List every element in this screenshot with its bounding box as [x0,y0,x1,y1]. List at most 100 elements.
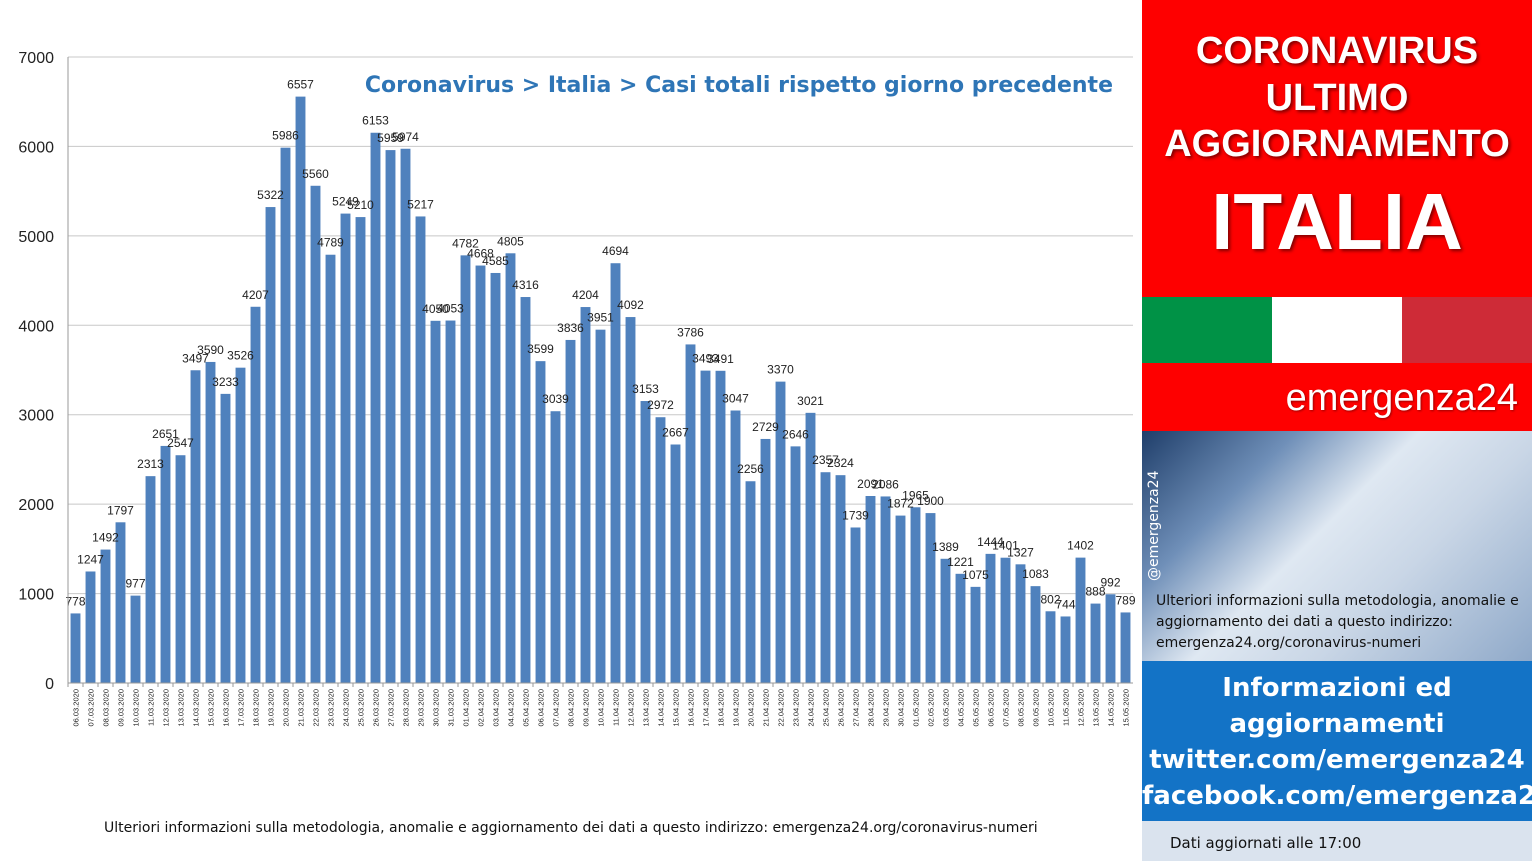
data-label: 5974 [392,130,419,144]
x-tick-label: 25.03.2020 [357,689,366,727]
bar [985,553,996,683]
bar [1045,611,1056,683]
x-tick-label: 06.04.2020 [537,689,546,727]
data-label: 6557 [287,78,314,92]
bar [1000,557,1011,683]
bar [310,185,321,683]
side-panel: CORONAVIRUS ULTIMO AGGIORNAMENTO ITALIA … [1142,0,1532,861]
bar [715,370,726,683]
bar [130,595,141,683]
bar [655,417,666,683]
update-bar: Dati aggiornati alle 17:00 [1142,821,1532,861]
x-tick-label: 15.05.2020 [1122,689,1131,727]
bar [910,507,921,683]
data-label: 2357 [812,453,839,467]
y-tick-label: 7000 [18,50,54,67]
x-tick-label: 04.05.2020 [957,689,966,727]
x-tick-label: 21.03.2020 [297,689,306,727]
bar [205,361,216,683]
data-label: 2313 [137,457,164,471]
header-line-aggiornamento: AGGIORNAMENTO [1164,123,1510,165]
x-tick-label: 10.03.2020 [132,689,141,727]
x-tick-label: 13.03.2020 [177,689,186,727]
x-tick-label: 14.05.2020 [1107,689,1116,727]
x-tick-label: 15.04.2020 [672,689,681,727]
y-tick-label: 5000 [18,229,54,246]
data-label: 1444 [977,535,1004,549]
x-tick-label: 09.04.2020 [582,689,591,727]
x-tick-label: 14.04.2020 [657,689,666,727]
social-handle: @emergenza24 [1146,470,1162,582]
facebook-link[interactable]: facebook.com/emergenza24 [1142,781,1532,811]
data-label: 1221 [947,555,974,569]
data-label: 4694 [602,244,629,258]
x-tick-label: 01.05.2020 [912,689,921,727]
y-tick-label: 3000 [18,408,54,425]
update-time: Dati aggiornati alle 17:00 [1170,834,1362,852]
x-tick-label: 20.04.2020 [747,689,756,727]
bar [160,445,171,683]
data-label: 4668 [467,247,494,261]
x-tick-label: 27.04.2020 [852,689,861,727]
data-label: 4585 [482,254,509,268]
bar [955,573,966,683]
data-label: 6153 [362,114,389,128]
x-tick-label: 18.03.2020 [252,689,261,727]
x-tick-label: 05.05.2020 [972,689,981,727]
bar [850,527,861,683]
x-tick-label: 30.03.2020 [432,689,441,727]
data-label: 4316 [512,278,539,292]
bar [400,148,411,683]
x-tick-label: 08.04.2020 [567,689,576,727]
footer-note: Ulteriori informazioni sulla metodologia… [104,820,1038,836]
bar [1105,594,1116,683]
data-label: 1401 [992,539,1019,553]
data-label: 2256 [737,462,764,476]
data-label: 1872 [887,497,914,511]
x-tick-label: 11.05.2020 [1062,689,1071,726]
x-tick-label: 07.04.2020 [552,689,561,727]
x-tick-label: 10.05.2020 [1047,689,1056,727]
data-label: 1083 [1022,567,1049,581]
bar [835,475,846,683]
x-tick-label: 15.03.2020 [207,689,216,727]
bar [1030,586,1041,683]
data-label: 3526 [227,349,254,363]
flag-stripe-green [1142,297,1272,363]
x-tick-label: 07.03.2020 [87,689,96,727]
data-label: 3021 [797,394,824,408]
x-tick-label: 16.03.2020 [222,689,231,727]
x-tick-label: 13.04.2020 [642,689,651,727]
twitter-link[interactable]: twitter.com/emergenza24 [1149,745,1525,775]
bar [100,549,111,683]
bar [775,381,786,683]
bar [550,411,561,683]
bar [640,401,651,683]
x-tick-label: 12.04.2020 [627,689,636,727]
data-label: 3233 [212,375,239,389]
data-label: 4207 [242,288,269,302]
x-tick-label: 14.03.2020 [192,689,201,727]
x-tick-label: 30.04.2020 [897,689,906,727]
data-label: 977 [125,577,145,591]
bar [745,481,756,683]
x-tick-label: 03.05.2020 [942,689,951,727]
data-label: 789 [1115,593,1135,607]
data-label: 1327 [1007,545,1034,559]
x-tick-label: 08.03.2020 [102,689,111,727]
x-tick-label: 27.03.2020 [387,689,396,727]
x-tick-label: 22.04.2020 [777,689,786,727]
data-label: 1739 [842,508,869,522]
data-label: 4053 [437,302,464,316]
bar [610,263,621,683]
x-tick-label: 04.04.2020 [507,689,516,727]
data-label: 4782 [452,236,479,250]
data-label: 5959 [377,131,404,145]
y-tick-label: 1000 [18,587,54,604]
data-label: 4789 [317,236,344,250]
bar [820,472,831,683]
bar [460,255,471,683]
bar [1075,557,1086,683]
bar [430,320,441,683]
